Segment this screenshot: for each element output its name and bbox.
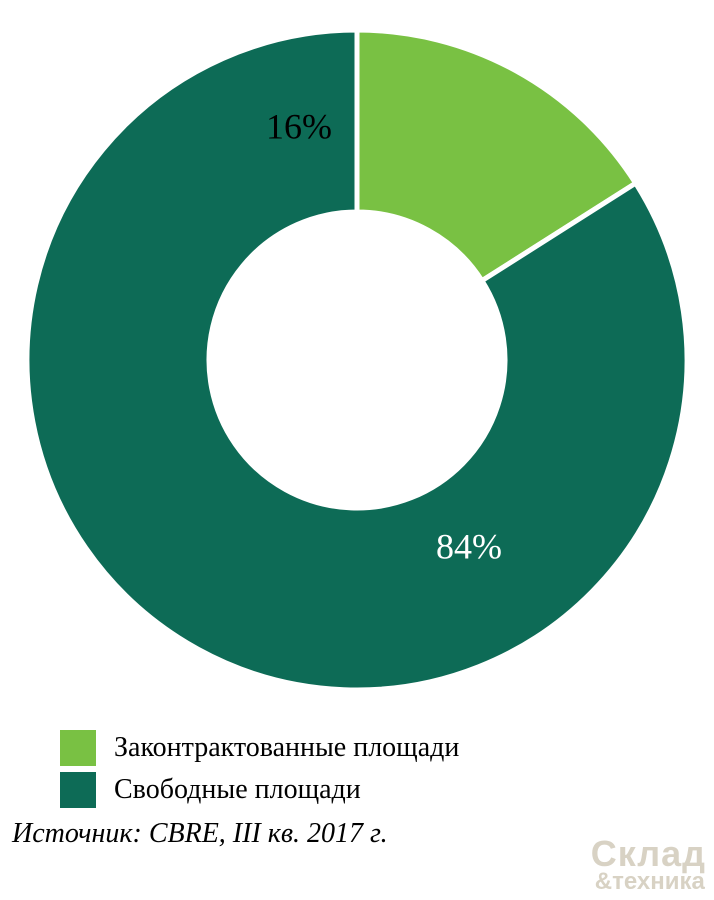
watermark-bottom: &техника	[595, 872, 706, 892]
legend-swatch	[60, 772, 96, 808]
legend-swatch	[60, 730, 96, 766]
legend: Законтрактованные площади Свободные площ…	[60, 730, 714, 808]
slice-label: 84%	[436, 526, 502, 566]
source-citation: Источник: CBRE, III кв. 2017 г.	[12, 818, 714, 850]
legend-label: Свободные площади	[114, 773, 361, 807]
legend-item: Законтрактованные площади	[60, 730, 714, 766]
donut-hole	[210, 213, 504, 507]
donut-chart-wrapper: 16% 84%	[0, 10, 714, 710]
slice-label: 16%	[266, 106, 332, 146]
legend-label: Законтрактованные площади	[114, 731, 459, 765]
chart-page: 16% 84% Законтрактованные площади Свободн…	[0, 0, 714, 900]
donut-chart: 16% 84%	[7, 10, 707, 710]
legend-item: Свободные площади	[60, 772, 714, 808]
